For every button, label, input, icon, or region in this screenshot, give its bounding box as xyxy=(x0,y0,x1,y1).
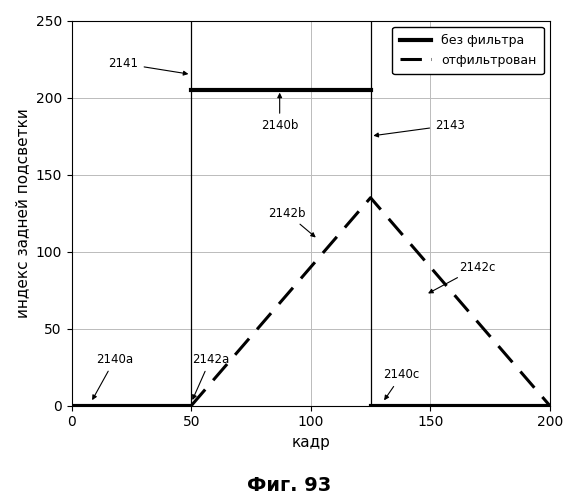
Y-axis label: индекс задней подсветки: индекс задней подсветки xyxy=(15,108,30,318)
Text: 2140c: 2140c xyxy=(383,368,420,400)
Text: 2141: 2141 xyxy=(109,57,187,75)
Text: 2140a: 2140a xyxy=(92,353,134,399)
Text: 2143: 2143 xyxy=(375,119,465,137)
Text: 2142a: 2142a xyxy=(192,353,229,399)
X-axis label: кадр: кадр xyxy=(291,435,330,450)
Text: 2140b: 2140b xyxy=(261,94,298,132)
Text: Фиг. 93: Фиг. 93 xyxy=(247,476,331,495)
Text: 2142b: 2142b xyxy=(268,206,315,236)
Legend: без фильтра, отфильтрован: без фильтра, отфильтрован xyxy=(392,26,544,74)
Text: 2142c: 2142c xyxy=(429,260,495,293)
